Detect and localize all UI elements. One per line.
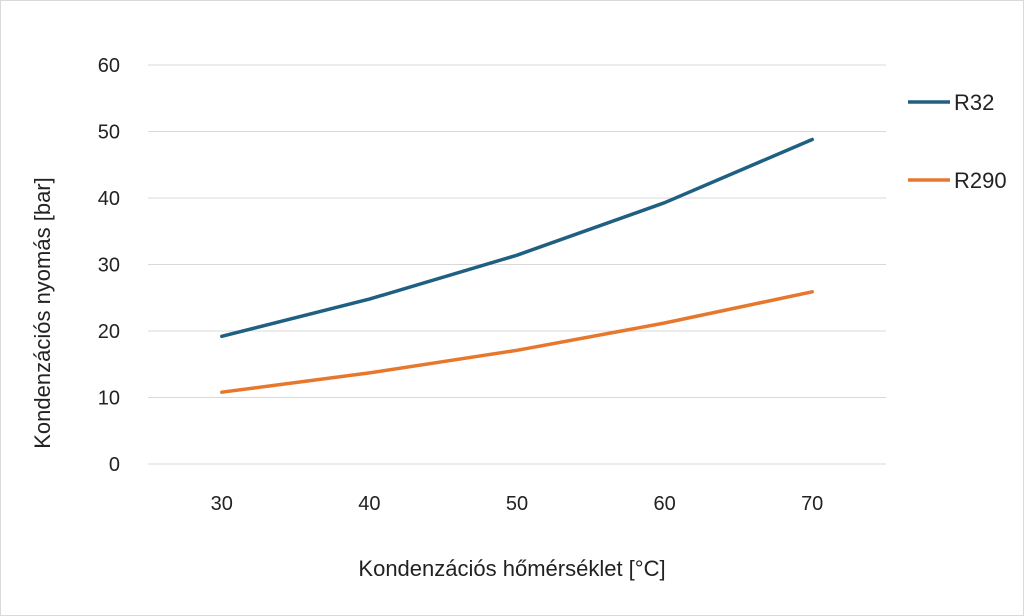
y-tick-label: 40: [98, 188, 120, 210]
legend: R32 R290: [908, 90, 1007, 193]
y-tick-label: 20: [98, 321, 120, 343]
series-lines: [220, 137, 814, 394]
y-tick-label: 30: [98, 255, 120, 277]
series-line-r32: [220, 137, 814, 339]
y-tick-label: 60: [98, 55, 120, 77]
x-tick-label: 70: [801, 493, 823, 515]
y-axis-ticks: 0 10 20 30 40 50 60: [98, 55, 120, 476]
gridlines: [148, 64, 886, 465]
y-tick-label: 0: [109, 454, 120, 476]
y-axis-title: Kondenzációs nyomás [bar]: [30, 177, 55, 449]
legend-label-r290: R290: [954, 168, 1007, 193]
y-tick-label: 10: [98, 388, 120, 410]
series-line-r290: [220, 290, 814, 394]
y-tick-label: 50: [98, 122, 120, 144]
x-tick-label: 40: [358, 493, 380, 515]
x-axis-ticks: 30 40 50 60 70: [211, 493, 824, 515]
x-tick-label: 50: [506, 493, 528, 515]
x-tick-label: 60: [653, 493, 675, 515]
x-axis-title: Kondenzációs hőmérséklet [°C]: [358, 556, 665, 581]
legend-label-r32: R32: [954, 90, 994, 115]
x-tick-label: 30: [211, 493, 233, 515]
